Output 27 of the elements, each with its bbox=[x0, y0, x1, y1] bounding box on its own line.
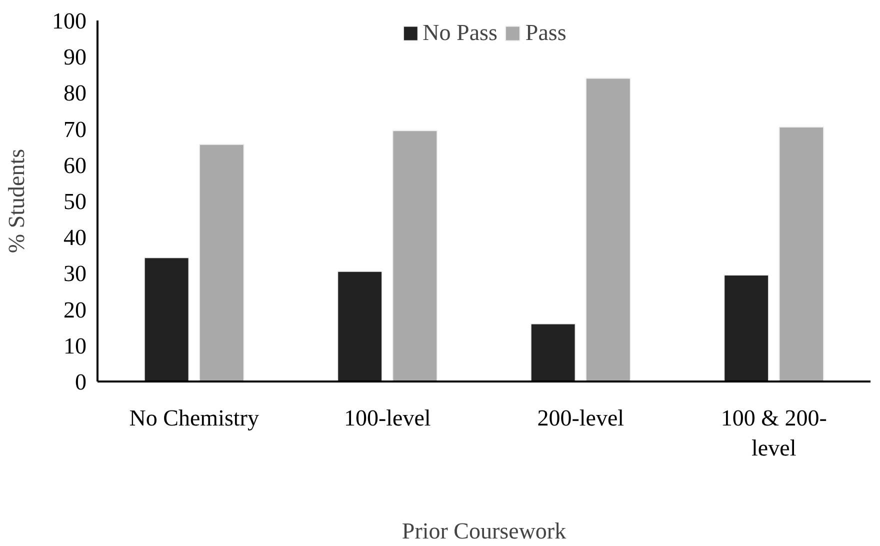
x-axis-title: Prior Coursework bbox=[402, 518, 567, 544]
bar bbox=[144, 257, 190, 382]
y-axis-title: % Students bbox=[4, 148, 29, 254]
bar bbox=[337, 270, 383, 382]
y-tick-label: 20 bbox=[64, 297, 86, 322]
y-tick-label: 40 bbox=[64, 225, 86, 250]
bar bbox=[392, 130, 438, 382]
x-tick-label: No Chemistry bbox=[129, 406, 260, 430]
x-tick-label: 200-level bbox=[537, 406, 624, 430]
bar bbox=[530, 323, 576, 382]
y-tick-label: 70 bbox=[64, 116, 86, 142]
legend-label: Pass bbox=[525, 20, 566, 46]
x-tick-label: 100 & 200-level bbox=[720, 406, 827, 460]
bar bbox=[778, 126, 824, 382]
bar bbox=[724, 274, 770, 382]
y-tick-label: 60 bbox=[64, 152, 86, 178]
y-tick-label: 0 bbox=[75, 370, 86, 394]
bar bbox=[198, 144, 244, 382]
y-tick-label: 10 bbox=[64, 333, 86, 358]
x-tick-label: 100-level bbox=[344, 406, 431, 430]
y-tick-label: 90 bbox=[64, 44, 86, 70]
bar bbox=[585, 78, 631, 382]
y-tick-label: 30 bbox=[64, 261, 86, 286]
y-tick-label: 100 bbox=[52, 8, 86, 34]
legend-label: No Pass bbox=[422, 20, 498, 46]
y-tick-label: 80 bbox=[64, 80, 86, 106]
y-tick-label: 50 bbox=[64, 189, 86, 214]
